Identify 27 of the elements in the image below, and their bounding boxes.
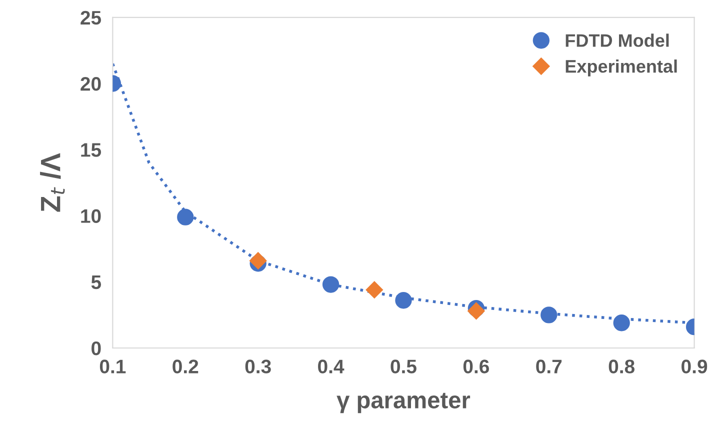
point: [613, 314, 630, 332]
point: [177, 208, 194, 226]
x-tick-label: 0.2: [172, 360, 198, 374]
y-axis-title: Z$_{t}$ /Λ: [40, 153, 65, 212]
x-tick-label: 0.6: [463, 360, 489, 374]
legend-label: Experimental: [566, 60, 677, 76]
x-axis-title: γ parameter: [336, 392, 470, 414]
y-tick-label: 5: [91, 276, 102, 290]
point: [366, 281, 383, 298]
x-tick-label: 0.7: [536, 360, 562, 374]
x-tick-label: 0.9: [682, 360, 708, 374]
x-tick-label: 0.8: [608, 360, 635, 374]
x-tick-label: 0.5: [390, 360, 416, 374]
point: [540, 306, 558, 324]
legend-label: FDTD Model: [566, 34, 669, 47]
y-tick-label: 20: [80, 76, 101, 91]
point: [322, 276, 340, 293]
x-tick-label: 0.1: [100, 360, 126, 374]
y-tick-label: 10: [81, 209, 101, 223]
x-tick-label: 0.4: [318, 360, 344, 374]
y-tick-label: 25: [80, 10, 102, 25]
y-tick-label: 0: [92, 341, 101, 356]
point: [468, 302, 485, 320]
point: [395, 292, 412, 309]
y-tick-label: 15: [81, 143, 102, 157]
point: [250, 252, 267, 270]
x-tick-label: 0.3: [245, 360, 271, 374]
